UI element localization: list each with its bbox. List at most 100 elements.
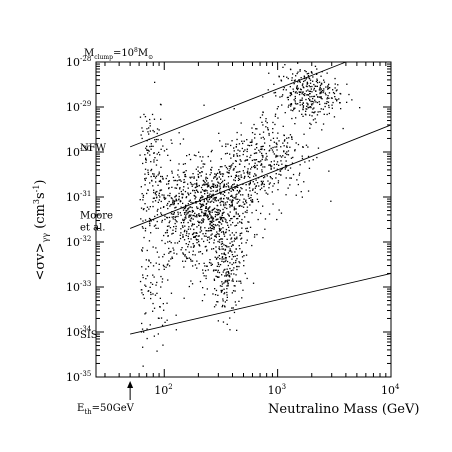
data-point bbox=[231, 307, 233, 309]
data-point bbox=[169, 220, 171, 222]
data-point bbox=[190, 258, 192, 261]
data-point bbox=[201, 300, 204, 302]
data-point bbox=[212, 186, 215, 188]
data-point bbox=[160, 118, 162, 120]
data-point bbox=[290, 104, 293, 106]
data-point bbox=[158, 263, 160, 265]
data-point bbox=[333, 92, 336, 95]
data-point bbox=[258, 149, 260, 151]
data-point bbox=[317, 111, 319, 113]
data-point bbox=[235, 208, 237, 210]
data-point bbox=[204, 214, 206, 217]
data-point bbox=[181, 196, 184, 198]
data-point bbox=[221, 200, 223, 203]
data-point bbox=[276, 149, 278, 151]
data-point bbox=[217, 263, 220, 265]
data-point bbox=[204, 265, 206, 267]
data-point bbox=[159, 306, 161, 308]
data-point bbox=[205, 173, 207, 175]
data-point bbox=[249, 173, 251, 175]
data-point bbox=[169, 159, 172, 162]
data-point bbox=[191, 176, 193, 178]
data-point bbox=[238, 300, 240, 302]
data-point bbox=[296, 92, 298, 94]
data-point bbox=[175, 225, 177, 228]
data-point bbox=[195, 155, 197, 157]
data-point bbox=[167, 180, 170, 183]
data-point bbox=[198, 263, 200, 265]
data-point bbox=[269, 164, 271, 166]
data-point bbox=[211, 227, 213, 230]
data-point bbox=[283, 134, 285, 136]
data-point bbox=[200, 186, 203, 189]
data-point bbox=[219, 229, 221, 231]
data-point bbox=[318, 101, 320, 103]
data-point bbox=[215, 224, 217, 227]
data-point bbox=[237, 213, 239, 215]
data-point bbox=[191, 211, 193, 213]
data-point bbox=[270, 139, 272, 141]
data-point bbox=[237, 171, 239, 173]
data-point bbox=[239, 221, 241, 223]
data-point bbox=[271, 178, 273, 180]
data-point bbox=[171, 197, 173, 200]
data-point bbox=[229, 206, 231, 208]
data-point bbox=[212, 198, 214, 200]
data-point bbox=[229, 168, 231, 170]
data-point bbox=[215, 250, 217, 252]
data-point bbox=[225, 274, 227, 276]
data-point bbox=[226, 288, 228, 290]
data-point bbox=[214, 288, 216, 290]
data-point bbox=[152, 310, 154, 312]
data-point bbox=[281, 104, 283, 106]
data-point bbox=[238, 192, 240, 194]
data-point bbox=[243, 150, 245, 153]
data-point bbox=[195, 202, 197, 204]
data-point bbox=[228, 271, 230, 274]
data-point bbox=[205, 176, 207, 178]
data-point bbox=[219, 187, 222, 189]
data-point bbox=[235, 186, 238, 188]
data-point bbox=[181, 225, 184, 227]
data-point bbox=[307, 104, 309, 106]
data-point bbox=[174, 187, 176, 189]
data-point bbox=[229, 317, 231, 319]
data-point bbox=[233, 206, 235, 208]
data-point bbox=[198, 213, 200, 215]
data-point bbox=[170, 197, 172, 199]
data-point bbox=[301, 99, 303, 101]
data-point bbox=[218, 241, 221, 243]
data-point bbox=[265, 152, 267, 155]
data-point bbox=[150, 262, 152, 264]
data-point bbox=[255, 179, 257, 181]
data-point bbox=[201, 205, 203, 208]
data-point bbox=[180, 232, 182, 234]
data-point bbox=[161, 278, 164, 280]
data-point bbox=[312, 159, 314, 161]
data-point bbox=[184, 175, 186, 178]
data-point bbox=[219, 228, 221, 230]
data-point bbox=[208, 227, 210, 229]
data-point bbox=[225, 257, 227, 259]
data-point bbox=[159, 297, 161, 299]
data-point bbox=[277, 132, 279, 134]
data-point bbox=[329, 87, 331, 89]
data-point bbox=[234, 187, 236, 189]
data-point bbox=[228, 279, 230, 281]
data-point bbox=[141, 250, 143, 252]
data-point bbox=[244, 175, 246, 178]
data-point bbox=[299, 88, 302, 90]
data-point bbox=[228, 275, 230, 277]
data-point bbox=[216, 190, 218, 192]
data-point bbox=[179, 187, 181, 189]
data-point bbox=[180, 228, 182, 230]
data-point bbox=[328, 92, 331, 94]
data-point bbox=[297, 143, 300, 146]
data-point bbox=[307, 94, 309, 96]
data-point bbox=[237, 217, 239, 220]
data-point bbox=[312, 76, 314, 78]
data-point bbox=[243, 203, 245, 205]
data-point bbox=[227, 283, 229, 285]
data-point bbox=[194, 264, 197, 266]
data-point bbox=[271, 191, 273, 193]
